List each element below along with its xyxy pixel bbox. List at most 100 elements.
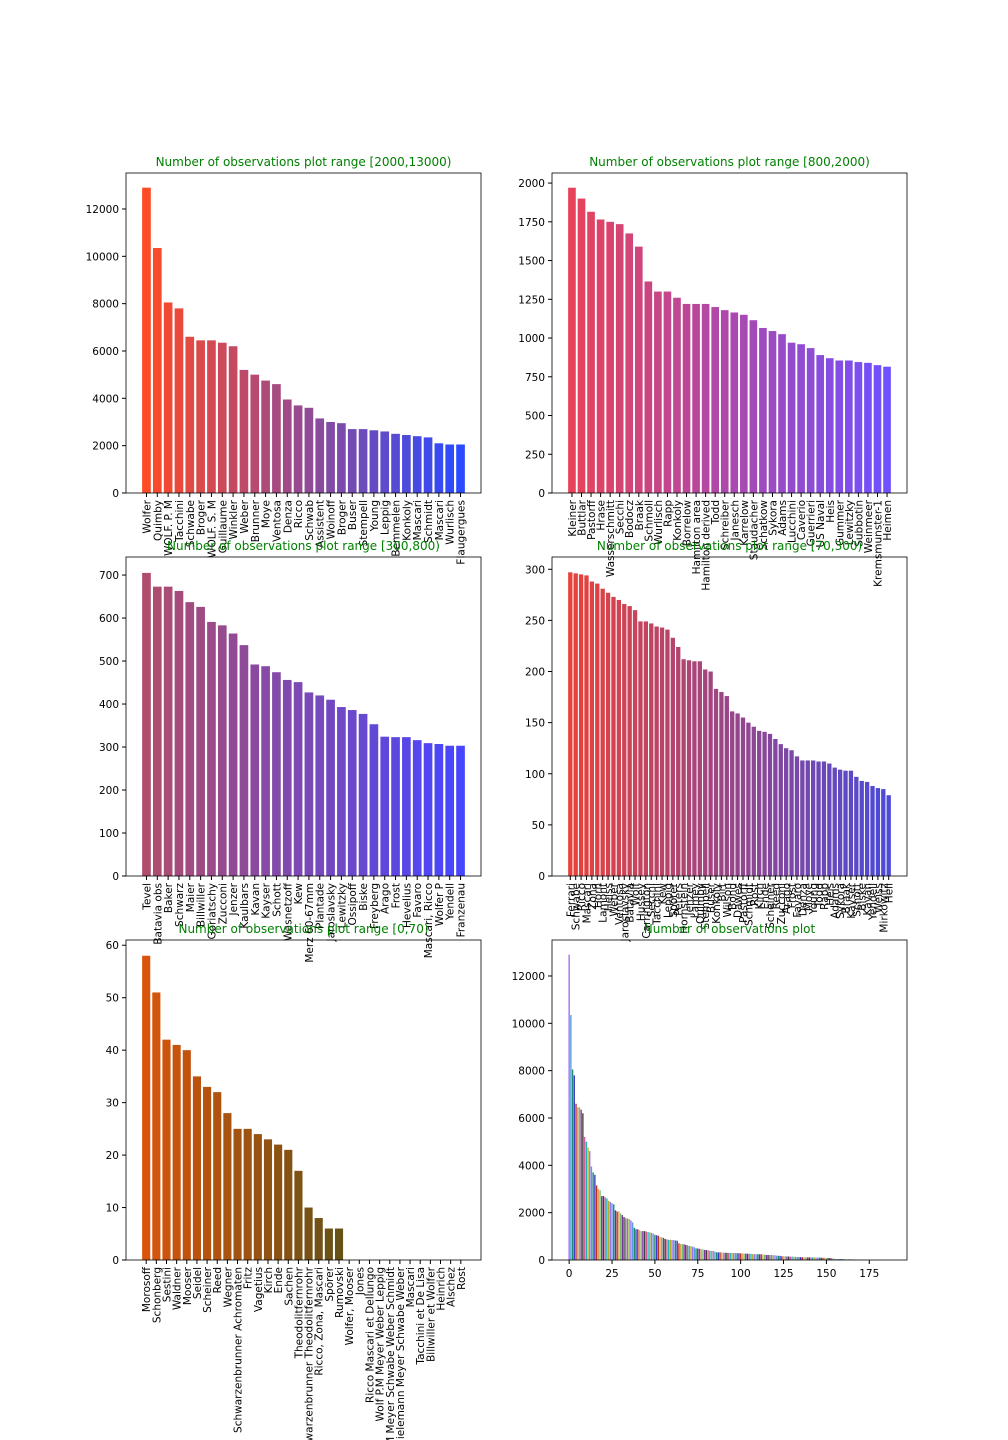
bar [640,1231,642,1260]
y-tick-label: 300 [525,564,545,576]
bar [817,1257,819,1260]
x-tick-label: Rapp [662,500,674,527]
bar [777,1255,780,1260]
bar [632,610,638,876]
bar [681,659,686,876]
y-tick-label: 500 [525,411,545,423]
bar [152,586,162,876]
bar [750,1253,752,1260]
bar [587,211,595,494]
x-tick-label: Heiss [603,883,615,911]
bar [738,1253,740,1260]
x-tick-label: Schwabe [571,883,583,930]
bar [304,407,314,493]
bar [698,1248,701,1260]
x-tick-label: Schwarzenbrunner Achromaten [233,1267,245,1433]
x-tick-label: Sachen [283,1267,295,1306]
x-tick-label: Mascari [434,500,446,540]
bar [207,621,216,876]
bar [347,710,357,876]
bar [702,1249,704,1260]
bar [794,1256,797,1260]
x-tick-label: Dawes [733,883,745,918]
bar [142,572,151,876]
bar [192,1076,201,1260]
x-tick-label: Karrelow [739,500,751,546]
bar [314,1218,323,1260]
x-tick-label: Weber [608,882,620,916]
bar [172,1044,181,1260]
bar [820,1257,822,1260]
bar [707,1250,709,1260]
bar [261,666,270,876]
bar [663,291,672,493]
bar [571,1069,574,1260]
bar [770,1255,773,1260]
x-tick-label: Konkoly [672,500,684,541]
bar [626,1218,629,1260]
bar [643,621,649,876]
bar [602,1196,605,1260]
bar [734,1253,737,1260]
x-tick-label: Spörer [324,1266,336,1301]
x-tick-label: 0 [566,1268,573,1280]
bar [621,1215,623,1260]
bar [818,1257,821,1260]
x-tick-label: Jaroslavsky [326,883,338,942]
x-tick-label: Buser [706,882,718,913]
bar [690,1246,692,1260]
x-tick-label: Subbotin [853,500,865,547]
bar [577,1107,579,1260]
bar [786,1256,788,1260]
x-tick-label: Winkler [228,499,240,539]
x-tick-label: Vagetius [253,1267,265,1312]
y-tick-label: 6000 [92,346,119,358]
x-tick-label: Ricco Mascari et Dellungo [364,1267,376,1403]
bar [782,1256,785,1260]
bar [600,588,605,876]
y-tick-label: 2000 [92,441,119,453]
x-tick-label: Zucconi [776,883,788,924]
bar [568,954,570,1260]
x-tick-label: Frost [391,883,403,908]
x-tick-label: 25 [605,1268,618,1280]
x-tick-label: Buttlar [577,499,589,535]
x-tick-label: Kew [657,883,669,905]
y-tick-label: 400 [99,699,119,711]
x-tick-label: Mascari [412,500,424,540]
x-tick-label: Baker [163,882,175,913]
bar [778,744,783,876]
bar [253,1134,262,1260]
bar [760,1254,762,1260]
bar [749,320,758,493]
x-tick-label: Jenzer [684,882,696,916]
x-tick-label: Reed [770,883,782,909]
x-tick-label: Hell [884,883,896,903]
bar [789,750,794,876]
bar [778,334,786,493]
x-tick-label: Gummer [834,499,846,546]
x-tick-label: Hevelius [401,883,413,928]
bar [784,748,789,876]
bar [654,291,662,493]
bar [609,1202,611,1260]
bar [670,637,675,876]
bar [775,1255,778,1260]
bar [645,1231,648,1260]
bar [843,770,848,876]
bar [163,302,173,493]
y-tick-label: 250 [525,449,545,461]
bar [625,1218,627,1260]
x-tick-label: Wolf [630,883,642,906]
bar [821,761,827,876]
x-tick-label: Pastorff [586,499,598,540]
x-tick-label: 125 [773,1268,793,1280]
bar [881,789,886,876]
x-tick-label: Tacchini et De Lisa [415,1267,427,1366]
bar [369,724,379,876]
bar [659,627,665,876]
bar [623,1217,625,1260]
bar [700,1249,702,1260]
x-tick-label: Zona [587,883,599,910]
y-tick-label: 60 [106,940,119,952]
